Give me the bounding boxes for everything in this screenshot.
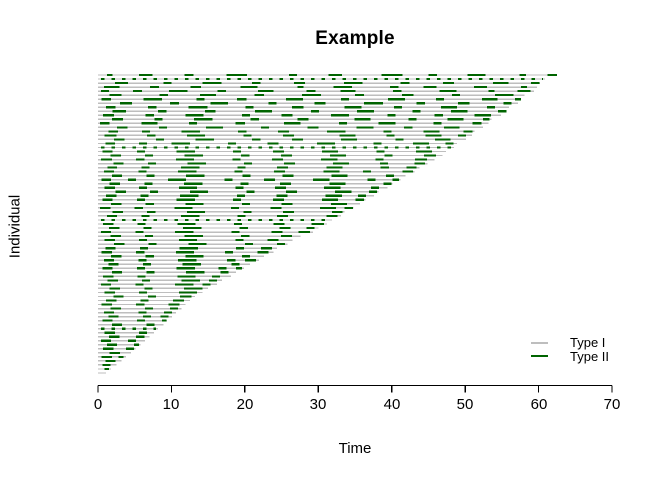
x-tick-label-60: 60 bbox=[530, 396, 548, 413]
legend: Type I Type II bbox=[531, 335, 610, 364]
legend-label-type2: Type II bbox=[570, 348, 610, 364]
x-axis-tick-labels: 0 10 20 30 40 50 60 70 bbox=[0, 396, 672, 414]
legend-item-type2: Type II bbox=[531, 348, 610, 364]
chart-title: Example bbox=[315, 28, 395, 49]
x-tick-label-0: 0 bbox=[93, 396, 103, 413]
x-tick-label-30: 30 bbox=[309, 396, 327, 413]
legend-item-type1: Type I bbox=[531, 335, 609, 351]
x-tick-label-10: 10 bbox=[162, 396, 180, 413]
x-tick-label-20: 20 bbox=[236, 396, 254, 413]
legend-label-type1: Type I bbox=[570, 335, 606, 351]
type1-line-swatch bbox=[531, 341, 548, 344]
x-tick-label-40: 40 bbox=[383, 396, 401, 413]
x-tick-label-50: 50 bbox=[456, 396, 474, 413]
x-axis-label: Time bbox=[338, 440, 372, 457]
y-axis-label: Individual bbox=[6, 194, 24, 259]
type2-line-swatch bbox=[531, 355, 548, 358]
x-tick-label-70: 70 bbox=[603, 396, 621, 413]
